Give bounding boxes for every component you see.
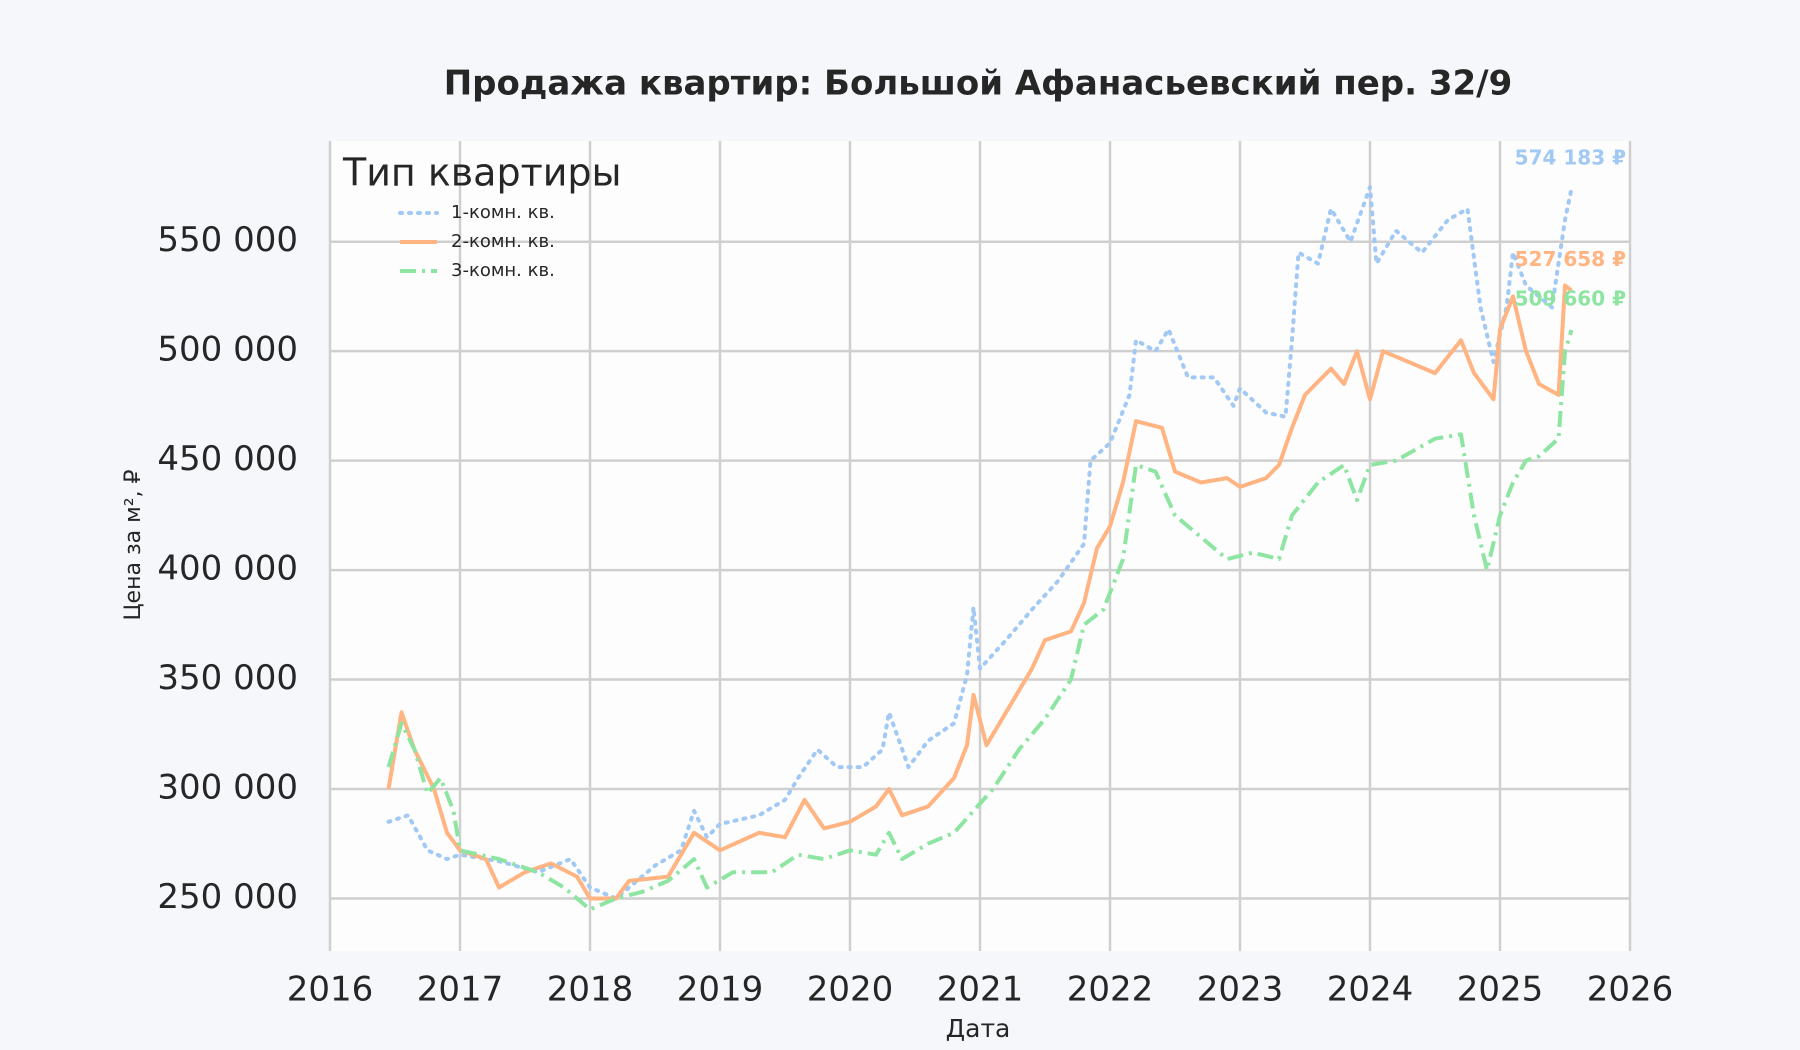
x-tick-label: 2017	[417, 970, 504, 1010]
series-line	[386, 283, 1573, 901]
legend-label: 2-комн. кв.	[451, 231, 555, 252]
end-value-label: 574 183 ₽	[1515, 145, 1626, 169]
legend-label: 3-комн. кв.	[451, 260, 555, 281]
x-tick-label: 2025	[1457, 970, 1544, 1010]
x-tick-label: 2024	[1327, 970, 1414, 1010]
y-tick-label: 500 000	[157, 330, 298, 370]
x-tick-label: 2026	[1587, 970, 1674, 1010]
x-tick-label: 2020	[807, 970, 894, 1010]
y-tick-label: 300 000	[157, 768, 298, 808]
y-tick-label: 350 000	[157, 658, 298, 698]
x-axis-label: Дата	[946, 1014, 1011, 1043]
x-tick-label: 2022	[1067, 970, 1154, 1010]
x-tick-label: 2018	[547, 970, 634, 1010]
y-tick-label: 550 000	[157, 220, 298, 260]
x-tick-label: 2016	[287, 970, 374, 1010]
y-tick-label: 400 000	[157, 549, 298, 589]
end-value-label: 527 658 ₽	[1515, 247, 1626, 271]
series-line	[386, 329, 1574, 912]
end-value-label: 509 660 ₽	[1515, 287, 1626, 311]
grid	[328, 141, 1632, 951]
x-tick-label: 2023	[1197, 970, 1284, 1010]
legend-title: Тип квартиры	[342, 151, 622, 195]
lines	[386, 185, 1574, 912]
y-axis-label: Цена за м², ₽	[121, 469, 146, 620]
y-tick-label: 250 000	[157, 877, 298, 917]
chart-title: Продажа квартир: Большой Афанасьевский п…	[444, 64, 1513, 104]
y-tick-label: 450 000	[157, 439, 298, 479]
x-tick-label: 2021	[937, 970, 1024, 1010]
legend-label: 1-комн. кв.	[451, 202, 555, 223]
series-line	[386, 185, 1574, 901]
x-tick-label: 2019	[677, 970, 764, 1010]
